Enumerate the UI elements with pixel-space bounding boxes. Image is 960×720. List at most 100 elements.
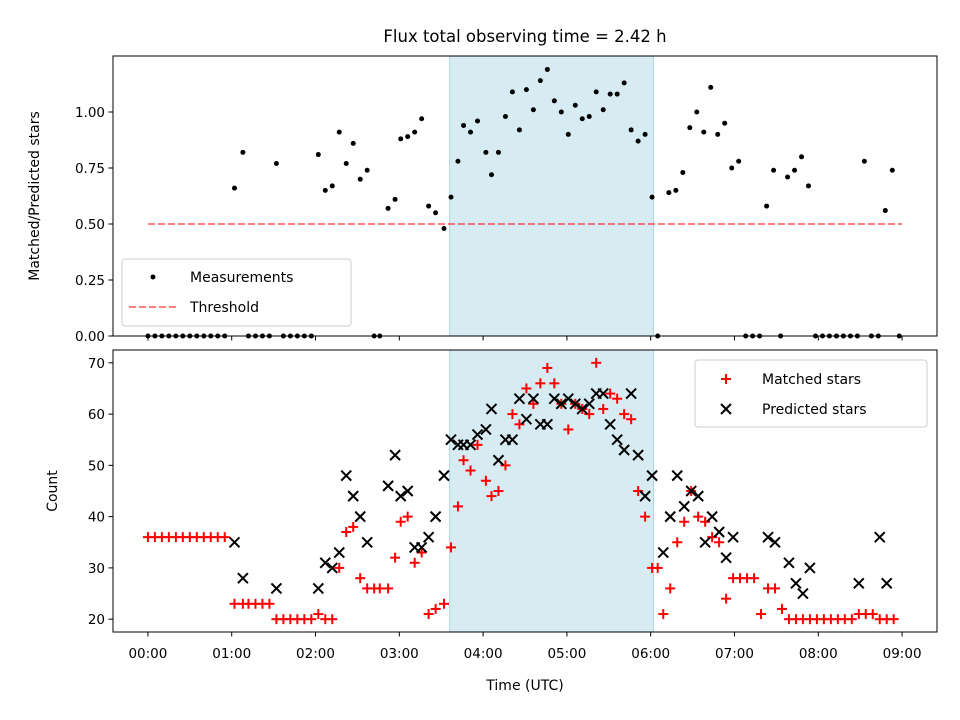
matched-star-point [348,521,359,532]
measurement-point [680,169,686,175]
predicted-star-point [639,490,651,502]
predicted-star-point [678,500,690,513]
measurement-point [426,203,432,209]
measurement-point [350,140,356,146]
measurement-point [586,113,592,119]
matched-star-point [327,614,338,625]
measurement-point [537,78,543,84]
bottom-shaded-region [449,349,654,633]
predicted-star-point [720,551,732,564]
top-y-tick-label: 1.00 [75,105,105,121]
measurement-point [666,190,672,196]
matched-star-point [563,424,574,435]
predicted-star-point [790,577,802,589]
legend-label-threshold: Threshold [189,300,259,316]
measurement-point [621,80,627,86]
predicted-star-point [804,562,816,574]
top-shaded-region [449,55,654,337]
matched-star-point [776,603,787,614]
measurement-point [579,116,585,122]
predicted-star-point [699,536,711,548]
x-tick-label: 05:00 [547,646,586,662]
bottom-y-tick-label: 30 [88,561,105,577]
measurement-point [635,138,641,144]
matched-star-point [549,378,560,389]
matched-star-point [452,501,463,512]
predicted-star-point [506,434,519,446]
measurement-point [343,161,349,167]
matched-star-point [679,516,690,527]
matched-star-point [486,491,497,502]
matched-star-point [769,583,780,594]
matched-star-point [219,532,230,543]
top-y-tick-label: 0.00 [75,329,105,345]
predicted-star-point [646,469,658,482]
legend-plus-glyph [721,374,731,384]
predicted-star-point [333,546,345,559]
x-tick-label: 04:00 [464,646,503,662]
legend-marker-measurements [150,274,156,280]
matched-star-point [693,511,704,522]
predicted-star-point [319,557,331,569]
matched-star-point [402,511,413,522]
bottom-plot-frame [112,349,938,633]
measurement-point [455,158,461,164]
measurement-point [861,158,867,164]
predicted-star-point [464,439,477,451]
measurement-point [701,129,707,135]
predicted-star-point [769,536,781,548]
predicted-star-point [597,387,609,400]
matched-star-point [395,516,406,527]
predicted-star-point [604,418,616,431]
bottom-y-axis-label: Count [45,470,61,512]
predicted-star-point [480,423,492,436]
x-tick-label: 02:00 [296,646,335,662]
matched-star-point [465,465,476,476]
legend-marker-matched [721,374,731,384]
matched-star-point [416,547,427,558]
measurement-point [572,102,578,108]
predicted-star-point [713,526,725,538]
predicted-star-point [562,393,575,405]
bottom-legend-frame [694,359,928,428]
measurement-point [729,165,735,171]
matched-star-point [334,562,345,573]
predicted-star-point [438,469,450,482]
measurement-point [448,194,454,200]
predicted-star-point [422,531,435,543]
matched-star-point [383,583,394,594]
legend-x-glyph [720,403,732,415]
measurement-point [364,167,370,173]
measurement-point [736,158,742,164]
matched-star-point [672,537,683,548]
measurement-point [502,113,508,119]
predicted-star-point [881,577,893,589]
measurement-point [523,87,529,93]
matched-star-point [756,609,767,620]
top-y-tick-label: 0.75 [75,161,105,177]
predicted-star-point [541,418,554,431]
measurement-point [516,127,522,133]
predicted-star-point [270,582,283,595]
top-panel: 0.00 0.25 0.50 0.75 1.00 Flux total observin… [27,27,938,345]
predicted-star-point [382,480,394,492]
predicted-star-point [583,398,595,410]
measurement-point [405,134,411,140]
x-tick-label: 01:00 [212,646,251,662]
measurement-point [273,161,279,167]
matched-star-point [355,573,366,584]
predicted-star-point [471,428,484,441]
measurement-point [530,107,536,113]
top-y-tick-label: 0.50 [75,217,105,233]
measurement-point [889,167,895,173]
matched-star-point [619,409,630,420]
top-y-axis-label: Matched/Predicted stars [27,111,43,281]
matched-star-point [493,486,504,496]
predicted-star-point [706,510,718,523]
measurement-point [565,131,571,137]
matched-star-point [714,537,725,548]
predicted-star-point [361,536,373,548]
matched-star-point [306,614,317,625]
measurement-point [628,127,634,133]
